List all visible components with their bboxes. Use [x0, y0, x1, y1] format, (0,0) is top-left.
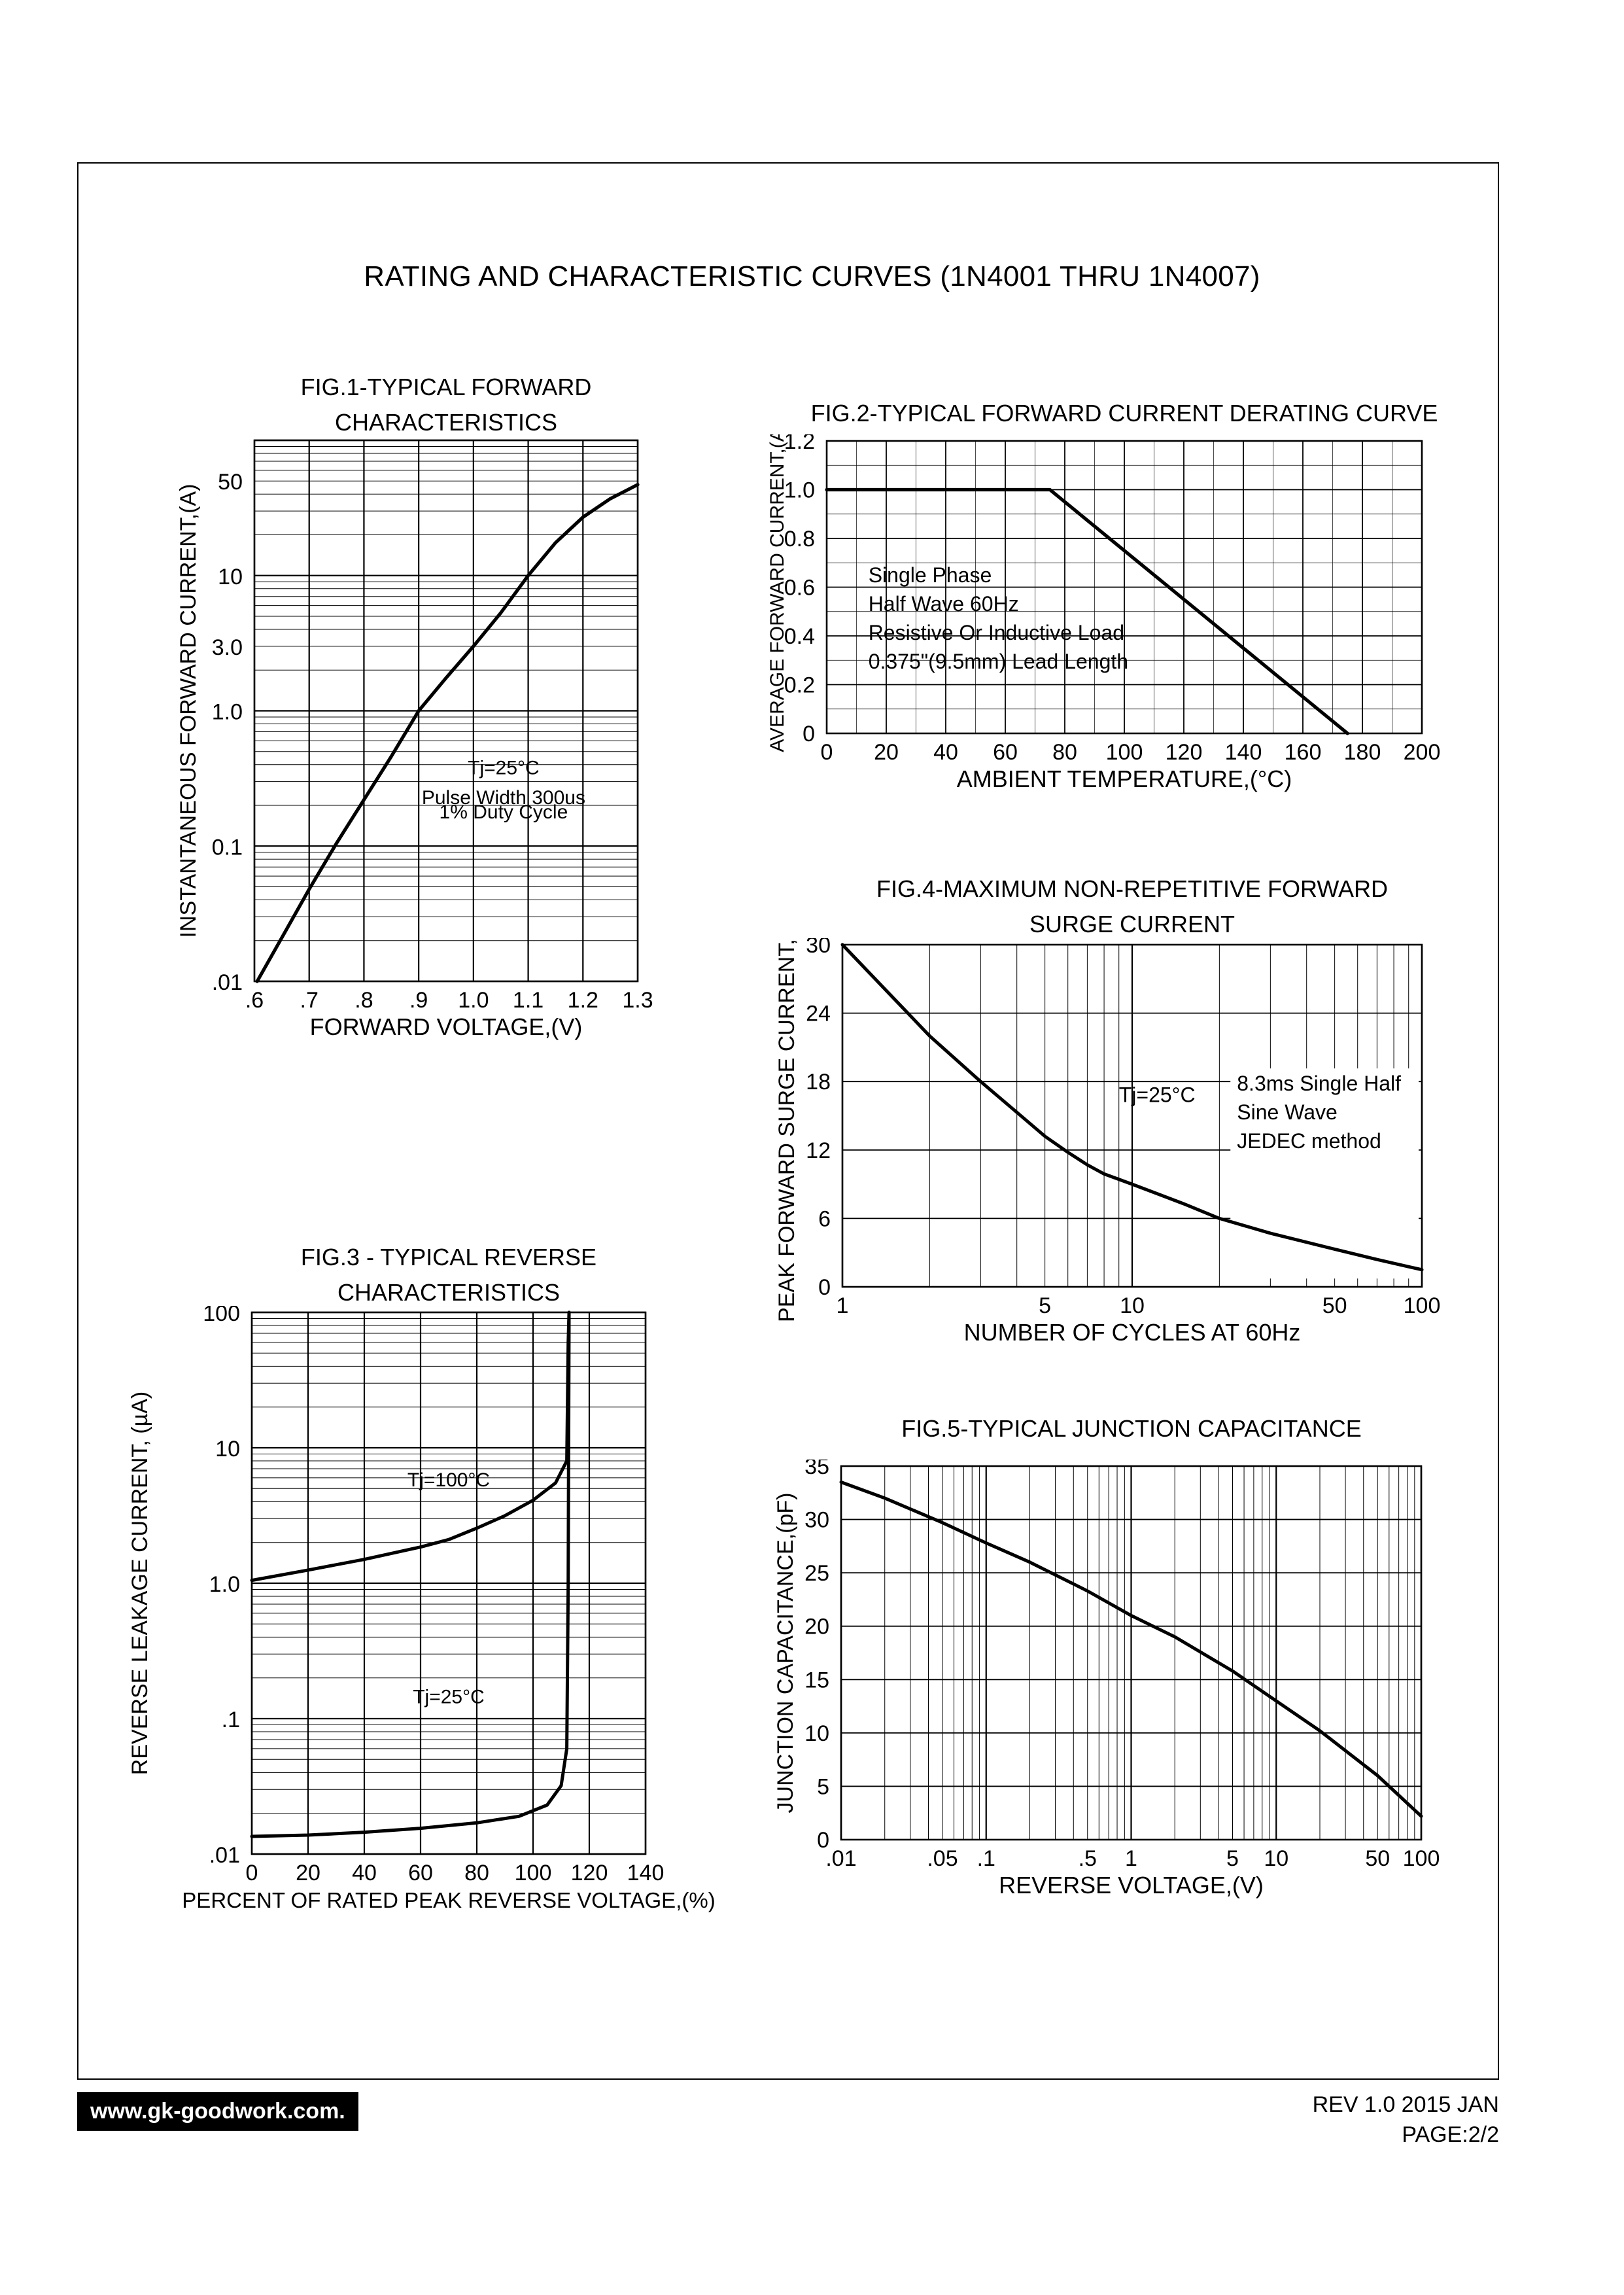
svg-text:120: 120 [571, 1861, 608, 1885]
svg-text:1.0: 1.0 [458, 988, 489, 1013]
svg-text:Half Wave 60Hz: Half Wave 60Hz [869, 592, 1019, 616]
svg-text:30: 30 [806, 938, 831, 958]
svg-text:.1: .1 [977, 1846, 995, 1871]
svg-text:140: 140 [627, 1861, 665, 1885]
svg-text:1% Duty Cycle: 1% Duty Cycle [440, 801, 568, 823]
svg-text:80: 80 [1052, 740, 1077, 765]
svg-text:AMBIENT TEMPERATURE,(°C): AMBIENT TEMPERATURE,(°C) [957, 765, 1292, 792]
svg-text:JUNCTION CAPACITANCE,(pF): JUNCTION CAPACITANCE,(pF) [773, 1493, 798, 1813]
svg-text:REVERSE LEAKAGE CURRENT, (µA): REVERSE LEAKAGE CURRENT, (µA) [128, 1392, 152, 1775]
svg-text:8.3ms Single Half: 8.3ms Single Half [1237, 1072, 1401, 1095]
svg-text:100: 100 [1106, 740, 1143, 765]
svg-text:.6: .6 [245, 988, 264, 1013]
svg-text:5: 5 [1226, 1846, 1239, 1871]
svg-text:20: 20 [804, 1615, 829, 1639]
svg-text:12: 12 [806, 1138, 831, 1163]
svg-text:1.2: 1.2 [568, 988, 598, 1013]
svg-text:0: 0 [821, 740, 833, 765]
svg-text:0: 0 [246, 1861, 258, 1885]
svg-text:15: 15 [804, 1668, 829, 1692]
svg-text:50: 50 [1365, 1846, 1390, 1871]
svg-text:JEDEC method: JEDEC method [1237, 1129, 1381, 1153]
svg-text:FORWARD VOLTAGE,(V): FORWARD VOLTAGE,(V) [310, 1013, 583, 1040]
svg-text:1.3: 1.3 [622, 988, 653, 1013]
svg-text:5: 5 [817, 1774, 829, 1799]
svg-text:0.4: 0.4 [784, 624, 815, 649]
svg-text:20: 20 [296, 1861, 320, 1885]
svg-text:10: 10 [215, 1437, 240, 1462]
svg-text:40: 40 [933, 740, 958, 765]
svg-text:100: 100 [515, 1861, 552, 1885]
svg-text:50: 50 [218, 470, 243, 495]
svg-text:1.0: 1.0 [209, 1572, 240, 1597]
svg-text:30: 30 [804, 1508, 829, 1533]
svg-text:REVERSE VOLTAGE,(V): REVERSE VOLTAGE,(V) [999, 1872, 1264, 1899]
svg-text:50: 50 [1322, 1293, 1347, 1318]
svg-text:NUMBER OF CYCLES AT 60Hz: NUMBER OF CYCLES AT 60Hz [964, 1319, 1301, 1346]
svg-text:180: 180 [1344, 740, 1381, 765]
svg-text:200: 200 [1404, 740, 1441, 765]
svg-text:AVERAGE FORWARD CURRENT,(A): AVERAGE FORWARD CURRENT,(A) [767, 434, 788, 752]
svg-text:.9: .9 [409, 988, 428, 1013]
svg-text:0: 0 [818, 1275, 831, 1300]
svg-text:0.2: 0.2 [784, 673, 815, 698]
svg-text:10: 10 [804, 1721, 829, 1746]
svg-text:.8: .8 [354, 988, 373, 1013]
svg-text:Sine Wave: Sine Wave [1237, 1100, 1338, 1124]
svg-text:1: 1 [1125, 1846, 1137, 1871]
svg-text:6: 6 [818, 1206, 831, 1231]
svg-text:25: 25 [804, 1561, 829, 1586]
svg-text:20: 20 [874, 740, 899, 765]
svg-text:10: 10 [1264, 1846, 1288, 1871]
svg-text:0.375"(9.5mm) Lead Length: 0.375"(9.5mm) Lead Length [869, 650, 1128, 673]
svg-text:60: 60 [993, 740, 1018, 765]
svg-text:.1: .1 [222, 1708, 240, 1732]
svg-text:1.0: 1.0 [784, 478, 815, 503]
svg-text:1.2: 1.2 [784, 434, 815, 454]
svg-text:.05: .05 [927, 1846, 958, 1871]
svg-text:INSTANTANEOUS FORWARD CURRENT,: INSTANTANEOUS FORWARD CURRENT,(A) [176, 484, 201, 938]
svg-text:0.1: 0.1 [212, 835, 243, 860]
svg-text:3.0: 3.0 [212, 635, 243, 660]
svg-text:.7: .7 [300, 988, 319, 1013]
svg-text:10: 10 [1120, 1293, 1145, 1318]
svg-text:120: 120 [1166, 740, 1203, 765]
svg-text:1.1: 1.1 [513, 988, 544, 1013]
svg-text:Tj=100°C: Tj=100°C [407, 1469, 490, 1491]
svg-text:Single Phase: Single Phase [869, 563, 992, 587]
svg-text:0.6: 0.6 [784, 576, 815, 601]
svg-text:35: 35 [804, 1460, 829, 1479]
svg-text:40: 40 [352, 1861, 377, 1885]
svg-text:.01: .01 [212, 970, 243, 995]
svg-text:Resistive Or Inductive Load: Resistive Or Inductive Load [869, 621, 1124, 644]
svg-text:10: 10 [218, 565, 243, 589]
svg-text:5: 5 [1039, 1293, 1051, 1318]
svg-text:160: 160 [1285, 740, 1322, 765]
svg-text:.01: .01 [825, 1846, 856, 1871]
svg-text:100: 100 [203, 1306, 240, 1326]
svg-text:100: 100 [1404, 1293, 1441, 1318]
svg-text:Tj=25°C: Tj=25°C [413, 1686, 485, 1708]
svg-text:18: 18 [806, 1070, 831, 1095]
svg-text:100: 100 [1403, 1846, 1440, 1871]
svg-text:PEAK FORWARD SURGE CURRENT,(A): PEAK FORWARD SURGE CURRENT,(A) [774, 938, 799, 1322]
svg-text:0.8: 0.8 [784, 527, 815, 552]
svg-text:.01: .01 [209, 1843, 240, 1868]
svg-text:1.0: 1.0 [212, 700, 243, 725]
svg-text:Tj=25°C: Tj=25°C [1119, 1083, 1196, 1107]
svg-text:Tj=25°C: Tj=25°C [468, 757, 540, 779]
svg-text:24: 24 [806, 1002, 831, 1026]
svg-text:60: 60 [408, 1861, 433, 1885]
svg-text:140: 140 [1225, 740, 1262, 765]
svg-text:1: 1 [837, 1293, 849, 1318]
svg-text:.5: .5 [1079, 1846, 1097, 1871]
svg-text:80: 80 [464, 1861, 489, 1885]
svg-text:PERCENT OF RATED PEAK REVERSE: PERCENT OF RATED PEAK REVERSE VOLTAGE,(%… [182, 1888, 715, 1912]
svg-text:0: 0 [803, 722, 815, 746]
